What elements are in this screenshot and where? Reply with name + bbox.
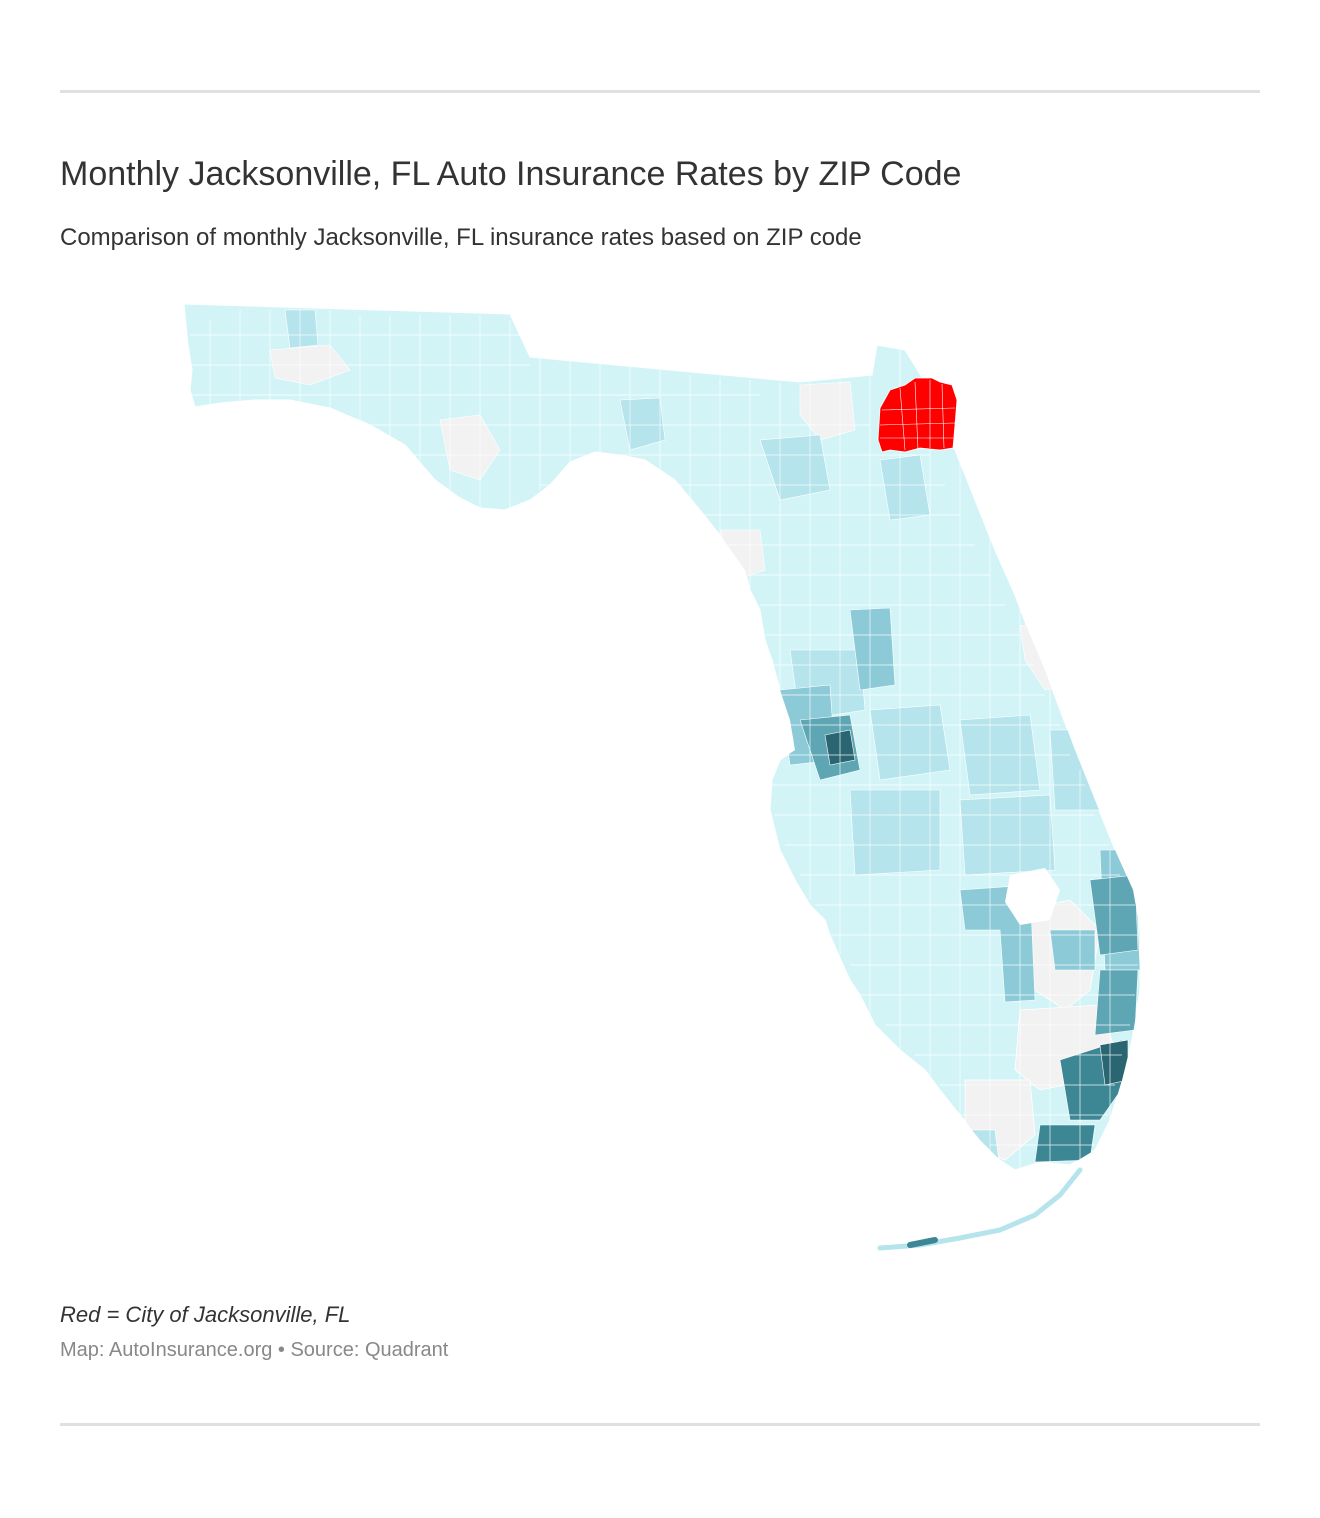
florida-keys-west: [907, 1237, 938, 1248]
zip-regions: [190, 309, 1140, 1170]
zip-region-tier-2: [1049, 729, 1106, 811]
zip-region-tier-2: [284, 309, 319, 349]
no-data-region: [799, 381, 856, 441]
page-subtitle: Comparison of monthly Jacksonville, FL i…: [60, 224, 862, 251]
map-source-credit: Map: AutoInsurance.org • Source: Quadran…: [60, 1339, 449, 1361]
zip-region-tier-2: [939, 1129, 1001, 1170]
zip-region-tier-5: [1034, 1124, 1096, 1163]
zip-region-tier-2: [959, 794, 1056, 876]
zip-region-tier-2: [869, 704, 951, 781]
page-title: Monthly Jacksonville, FL Auto Insurance …: [60, 155, 962, 193]
florida-keys: [877, 1167, 1083, 1251]
zip-region-tier-3: [849, 607, 896, 691]
jacksonville-zip-lines: [879, 380, 956, 451]
no-data-region: [719, 529, 766, 581]
top-divider: [60, 90, 1260, 93]
map-legend-note: Red = City of Jacksonville, FL: [60, 1302, 351, 1327]
lake-okeechobee: [1005, 868, 1060, 925]
zip-region-tier-2: [759, 434, 831, 501]
zip-region-tier-2: [619, 397, 666, 451]
zip-region-tier-6: [1099, 1039, 1129, 1086]
bottom-divider: [60, 1423, 1260, 1426]
no-data-region: [439, 414, 501, 481]
jacksonville-highlight: [877, 377, 958, 453]
zip-boundary-lines: [190, 310, 1138, 1170]
zip-region-tier-3: [1049, 929, 1096, 971]
zip-region-tier-2: [849, 789, 941, 876]
florida-map: [60, 290, 1260, 1270]
map-svg: [183, 303, 1141, 1251]
